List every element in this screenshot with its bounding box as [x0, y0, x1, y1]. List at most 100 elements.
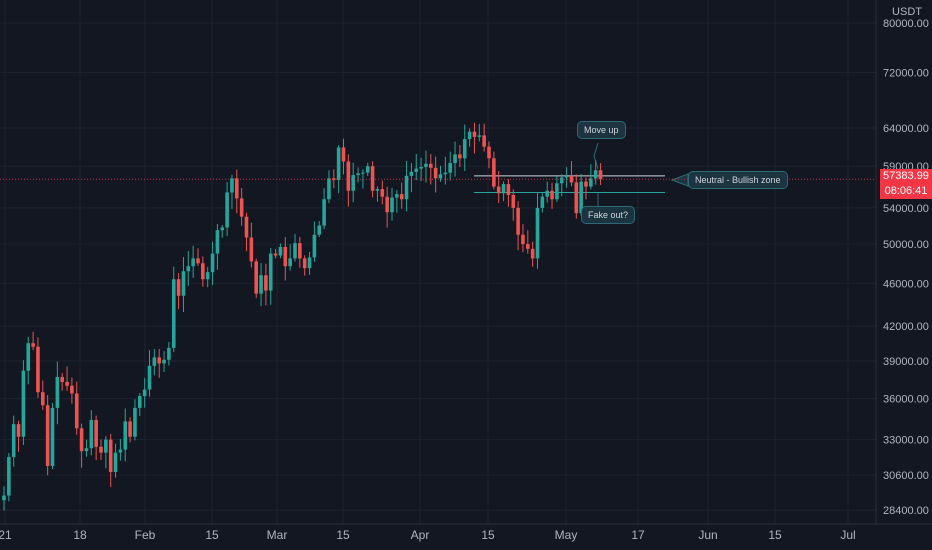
candle-body: [385, 196, 389, 213]
candle-body: [482, 135, 486, 147]
candle-body: [123, 421, 128, 450]
y-tick-label: 42000.00: [883, 321, 929, 333]
candle-body: [438, 174, 443, 179]
candle-body: [176, 279, 181, 296]
candle-body: [545, 190, 549, 197]
candle-body: [201, 263, 205, 280]
candle-body: [336, 147, 341, 180]
candle-body: [511, 194, 516, 208]
candle-body: [108, 439, 113, 473]
x-tick-label: 15: [336, 528, 350, 542]
candle-body: [55, 376, 60, 408]
candle-body: [467, 131, 472, 140]
candle-body: [593, 170, 598, 179]
candle-body: [540, 196, 545, 208]
candle-body: [365, 166, 370, 173]
callout-neutral-bullish-zone[interactable]: Neutral - Bullish zone: [688, 171, 788, 189]
currency-label[interactable]: USDT: [892, 6, 922, 18]
candle-body: [254, 261, 258, 294]
candles: [2, 122, 603, 511]
candle-body: [74, 393, 79, 429]
candle-body: [138, 396, 142, 408]
candle-body: [555, 183, 559, 200]
candle-body: [11, 424, 16, 458]
y-tick-label: 30600.00: [883, 470, 929, 482]
candle-body: [516, 207, 520, 235]
candle-body: [477, 135, 482, 137]
candle-body: [36, 346, 40, 393]
x-tick-label: Apr: [411, 528, 430, 542]
candle-body: [99, 446, 103, 453]
y-tick-label: 46000.00: [883, 278, 929, 290]
last-price-badge: 57383.99 08:06:41: [880, 169, 932, 199]
candle-body: [317, 225, 322, 235]
candle-body: [16, 424, 21, 437]
candle-body: [424, 163, 428, 168]
callout-fake-out[interactable]: Fake out?: [581, 206, 636, 224]
candle-body: [89, 420, 94, 449]
price-axis: 80000.0072000.0064000.0059000.0054000.00…: [875, 0, 929, 524]
candle-body: [191, 258, 195, 267]
y-tick-label: 72000.00: [883, 68, 929, 80]
candle-body: [453, 154, 457, 164]
candle-body: [2, 495, 6, 501]
candle-body: [598, 170, 603, 180]
candle-body: [264, 275, 268, 291]
candle-body: [249, 237, 254, 262]
candle-body: [589, 178, 593, 187]
y-tick-label: 28400.00: [883, 505, 929, 517]
y-tick-label: 64000.00: [883, 123, 929, 135]
candle-body: [574, 182, 579, 214]
zone-callout-pointer: [670, 173, 689, 187]
candle-body: [472, 131, 477, 137]
grid: [0, 0, 876, 524]
x-tick-label: 18: [73, 528, 87, 542]
candle-body: [458, 154, 462, 159]
candle-body: [7, 457, 11, 496]
candle-body: [356, 173, 360, 176]
candle-body: [147, 365, 152, 390]
candle-body: [278, 246, 283, 256]
candle-body: [448, 163, 452, 173]
x-tick-label: Mar: [267, 528, 288, 542]
candle-body: [65, 381, 69, 386]
candle-body: [244, 216, 249, 238]
candle-body: [21, 370, 26, 437]
candle-body: [181, 271, 186, 296]
candle-body: [341, 147, 346, 162]
candle-body: [501, 184, 506, 194]
candle-body: [210, 253, 215, 273]
candle-body: [157, 357, 161, 364]
candle-body: [230, 178, 234, 193]
candle-body: [113, 452, 118, 473]
candle-body: [462, 139, 467, 159]
candle-body: [487, 146, 491, 159]
candle-body: [70, 385, 74, 394]
countdown-timer: 08:06:41: [884, 185, 928, 197]
candle-body: [361, 172, 365, 174]
candle-body: [419, 167, 423, 169]
candle-body: [104, 439, 108, 453]
candle-body: [433, 167, 438, 179]
candle-body: [118, 449, 123, 453]
candle-body: [293, 243, 297, 259]
last-price-value: 57383.99: [883, 170, 929, 182]
candle-body: [142, 389, 147, 397]
candle-body: [298, 243, 302, 259]
candle-body: [259, 275, 263, 294]
candle-body: [152, 357, 157, 366]
candle-body: [569, 175, 574, 183]
candle-body: [559, 177, 564, 184]
candle-body: [128, 421, 132, 437]
candle-body: [220, 227, 225, 231]
candle-body: [443, 172, 448, 175]
candle-body: [50, 407, 55, 466]
candle-body: [167, 347, 171, 360]
candle-body: [521, 234, 525, 245]
candle-body: [307, 257, 312, 269]
callout-move-up[interactable]: Move up: [577, 121, 626, 139]
x-tick-label: 17: [631, 528, 645, 542]
x-tick-label: 21: [0, 528, 12, 542]
candle-body: [346, 161, 351, 191]
